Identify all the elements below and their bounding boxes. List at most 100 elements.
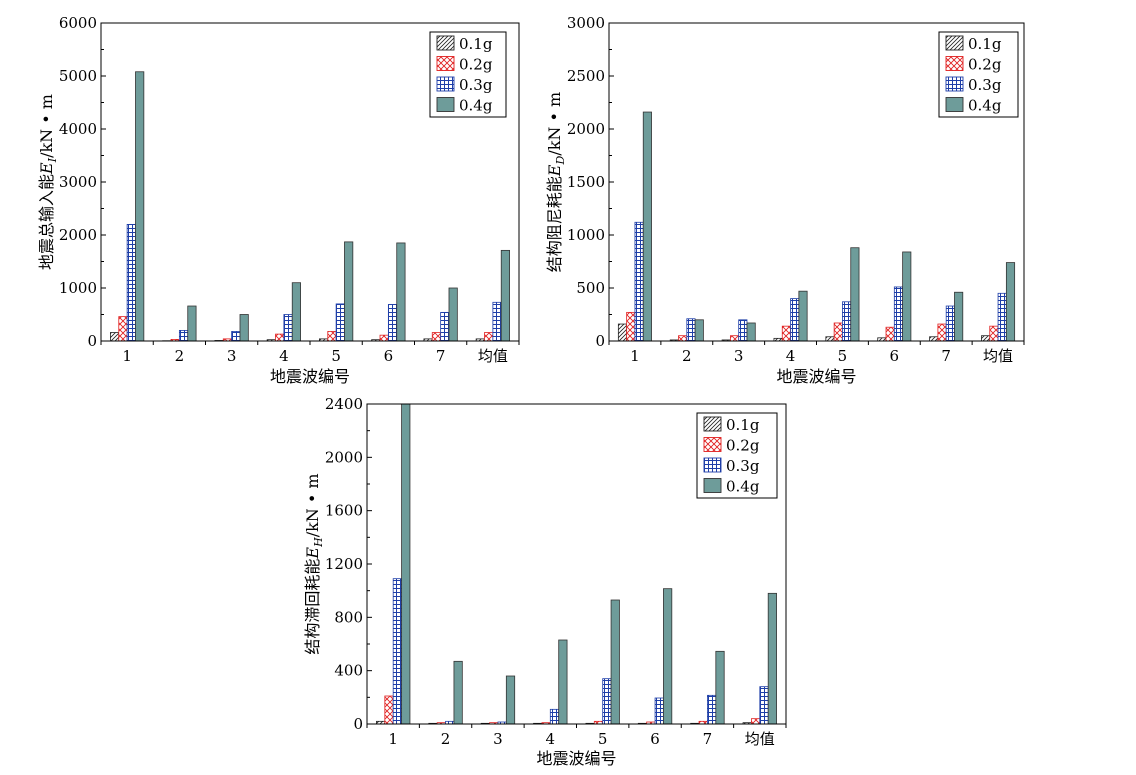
y-tick-label: 5000 — [59, 67, 97, 85]
bar-0.3g-4 — [549, 708, 560, 725]
y-axis-title: 结构滞回耗能EH/kN • m — [303, 473, 325, 654]
bar-0.3g-3 — [738, 319, 748, 342]
bar-0.4g-1 — [401, 403, 411, 725]
bar-0.4g-5 — [850, 247, 860, 342]
bar-0.4g-7 — [715, 650, 725, 725]
y-tick-label: 0 — [87, 332, 97, 350]
x-tick-label: 均值 — [745, 730, 775, 748]
bar-0.4g-2 — [187, 305, 197, 342]
x-tick-label: 均值 — [983, 347, 1013, 365]
bar-0.4g-5 — [610, 599, 620, 725]
y-tick-label: 6000 — [59, 14, 97, 32]
legend-label-0.4g: 0.4g — [459, 97, 493, 115]
bar-0.4g-均值 — [767, 592, 777, 725]
y-tick-label: 1000 — [567, 226, 605, 244]
bar-0.2g-均值 — [484, 332, 494, 342]
bar-0.1g-均值 — [981, 335, 991, 342]
y-tick-label: 0 — [353, 715, 363, 733]
bar-0.2g-2 — [678, 335, 688, 342]
x-tick-label: 1 — [630, 347, 640, 365]
legend-label-0.3g: 0.3g — [726, 457, 760, 475]
legend-label-0.4g: 0.4g — [726, 478, 760, 496]
bar-0.2g-4 — [275, 333, 285, 342]
legend-swatch-0.1g — [945, 35, 964, 51]
legend-label-0.4g: 0.4g — [968, 97, 1002, 115]
x-tick-label: 5 — [331, 347, 341, 365]
x-axis-title: 地震波编号 — [776, 367, 856, 386]
legend-swatch-0.3g — [703, 457, 722, 473]
bar-0.3g-6 — [893, 286, 904, 342]
bar-0.3g-均值 — [997, 292, 1007, 342]
legend-swatch-0.3g — [945, 76, 964, 92]
bar-0.2g-1 — [118, 316, 128, 342]
x-tick-label: 3 — [493, 730, 503, 748]
legend-swatch-0.3g — [436, 76, 455, 92]
x-tick-label: 3 — [227, 347, 237, 365]
legend-swatch-0.2g — [703, 437, 722, 452]
x-tick-label: 6 — [384, 347, 394, 365]
bar-0.3g-6 — [654, 697, 664, 725]
legend-swatch-0.4g — [703, 478, 722, 493]
y-axis-title: 结构阻尼耗能ED/kN • m — [545, 92, 567, 272]
x-axis-title: 地震波编号 — [270, 367, 350, 386]
bar-0.4g-6 — [396, 242, 406, 342]
x-tick-label: 5 — [838, 347, 848, 365]
bar-0.3g-6 — [387, 304, 398, 342]
bar-0.3g-1 — [126, 223, 136, 342]
bar-0.2g-6 — [885, 326, 895, 342]
y-tick-label: 2400 — [325, 395, 363, 413]
legend-label-0.3g: 0.3g — [459, 76, 493, 94]
legend: 0.1g 0.2g 0.3g 0.4g — [938, 31, 1019, 118]
legend-swatch-0.2g — [436, 56, 455, 71]
y-tick-label: 500 — [576, 279, 605, 297]
x-tick-label: 2 — [175, 347, 185, 365]
bar-0.3g-5 — [602, 678, 612, 725]
bar-0.1g-5 — [825, 336, 835, 342]
x-tick-label: 1 — [122, 347, 132, 365]
bar-0.4g-6 — [663, 588, 673, 725]
bar-0.3g-1 — [634, 221, 644, 342]
bar-0.4g-3 — [239, 314, 249, 342]
bar-0.4g-1 — [642, 111, 652, 342]
x-tick-label: 6 — [650, 730, 660, 748]
y-tick-label: 2000 — [325, 448, 363, 466]
legend: 0.1g 0.2g 0.3g 0.4g — [696, 412, 778, 499]
bar-0.4g-均值 — [1005, 262, 1016, 342]
bar-0.2g-均值 — [989, 325, 999, 342]
y-tick-label: 1000 — [59, 279, 97, 297]
x-tick-label: 2 — [441, 730, 451, 748]
x-tick-label: 1 — [388, 730, 398, 748]
x-tick-label: 6 — [890, 347, 900, 365]
legend-label-0.2g: 0.2g — [968, 56, 1002, 74]
legend-swatch-0.2g — [945, 56, 964, 71]
bar-0.4g-5 — [344, 241, 354, 342]
x-tick-label: 均值 — [478, 347, 508, 365]
legend-swatch-0.1g — [703, 416, 722, 432]
bar-0.1g-1 — [110, 332, 120, 342]
bar-0.2g-6 — [379, 334, 389, 342]
legend-label-0.1g: 0.1g — [726, 416, 760, 434]
y-tick-label: 1200 — [325, 555, 363, 573]
bar-0.3g-7 — [707, 694, 717, 725]
y-tick-label: 0 — [595, 332, 605, 350]
bar-0.2g-1 — [384, 695, 394, 725]
x-tick-label: 4 — [546, 730, 556, 748]
legend-label-0.1g: 0.1g — [459, 35, 493, 53]
bar-0.4g-2 — [694, 319, 704, 342]
bar-0.4g-6 — [902, 251, 912, 342]
legend-swatch-0.4g — [436, 97, 455, 112]
bar-0.3g-均值 — [759, 686, 769, 725]
bar-0.2g-7 — [431, 332, 442, 342]
x-tick-label: 4 — [279, 347, 289, 365]
x-tick-label: 7 — [436, 347, 446, 365]
bar-0.2g-7 — [937, 323, 947, 342]
x-tick-label: 3 — [734, 347, 744, 365]
bar-0.3g-4 — [790, 298, 800, 342]
y-tick-label: 4000 — [59, 120, 97, 138]
y-tick-label: 1600 — [325, 502, 363, 520]
y-tick-label: 3000 — [59, 173, 97, 191]
